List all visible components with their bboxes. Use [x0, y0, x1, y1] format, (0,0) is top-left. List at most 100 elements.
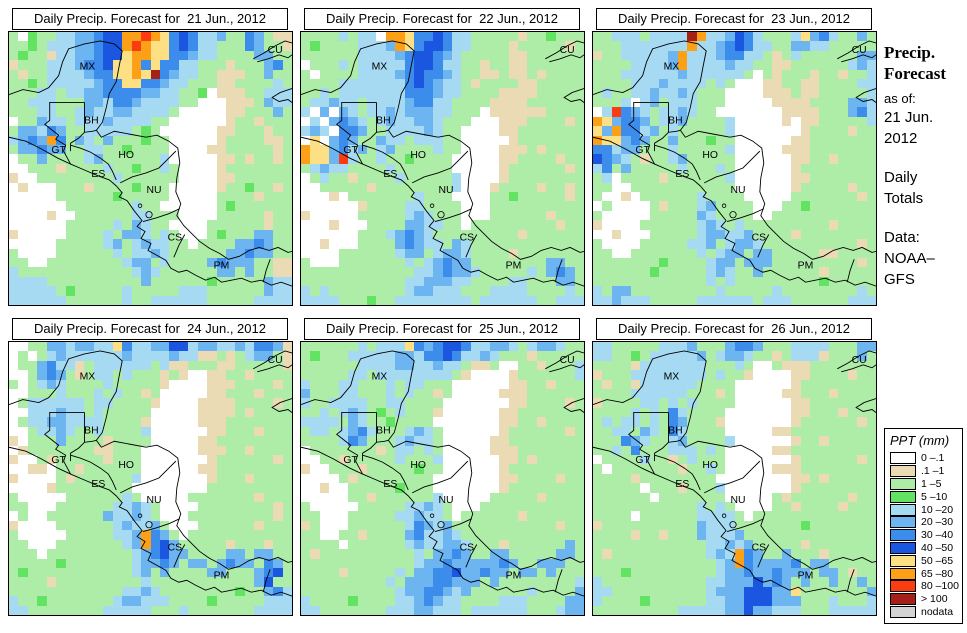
country-label: BH: [84, 115, 98, 126]
legend-swatch: [890, 541, 916, 554]
country-label: NU: [146, 495, 161, 506]
legend-entry: nodata: [890, 605, 958, 619]
legend-entry: > 100: [890, 593, 958, 606]
panel-title: Daily Precip. Forecast for 23 Jun., 2012: [596, 8, 872, 30]
country-label: CU: [560, 45, 575, 56]
sidebar-title: Precip. Forecast: [884, 42, 966, 84]
legend-entry: 50 –65: [890, 554, 958, 567]
country-label: PM: [214, 570, 230, 581]
lake-outline: [437, 521, 445, 529]
lake-outline: [729, 211, 737, 219]
legend-swatch: [890, 503, 916, 516]
sidebar-title-line2: Forecast: [884, 64, 946, 83]
country-label: GT: [343, 455, 358, 466]
country-label: PM: [506, 570, 522, 581]
panel-title: Daily Precip. Forecast for 25 Jun., 2012: [304, 318, 580, 340]
country-label: ES: [383, 169, 397, 180]
country-label: PM: [214, 260, 230, 271]
precip-map: MX CU BH GT HO ES NU CS PM: [8, 31, 293, 306]
legend-entry: 80 –100: [890, 580, 959, 593]
country-label: HO: [410, 150, 426, 161]
lake-outline: [429, 513, 435, 518]
legend-label: 1 –5: [921, 477, 942, 490]
legend-swatch: [890, 605, 916, 618]
panel-title: Daily Precip. Forecast for 21 Jun., 2012: [12, 8, 288, 30]
country-label: GT: [343, 145, 358, 156]
country-label: GT: [51, 455, 66, 466]
country-label: MX: [664, 62, 680, 73]
data-source-line2: GFS: [884, 271, 915, 288]
legend-title: PPT (mm): [890, 433, 950, 448]
country-label: NU: [146, 185, 161, 196]
legend-label: 65 –80: [921, 567, 954, 580]
country-borders-overlay: MX CU BH GT HO ES NU CS PM: [301, 342, 584, 615]
country-label: BH: [668, 115, 682, 126]
panel-title: Daily Precip. Forecast for 24 Jun., 2012: [12, 318, 288, 340]
legend-entry: 30 –40: [890, 529, 958, 542]
legend-label: > 100: [921, 593, 948, 606]
country-label: MX: [664, 372, 680, 383]
sidebar-title-line1: Precip.: [884, 43, 936, 62]
country-label: MX: [372, 372, 388, 383]
country-borders-overlay: MX CU BH GT HO ES NU CS PM: [301, 32, 584, 305]
legend-swatch: [890, 452, 916, 465]
lake-outline: [137, 513, 143, 518]
country-label: BH: [376, 115, 390, 126]
country-label: MX: [80, 62, 96, 73]
legend-label: 80 –100: [921, 580, 959, 593]
legend-label: 10 –20: [921, 503, 954, 516]
country-label: CS: [460, 232, 475, 243]
legend-label: nodata: [921, 605, 954, 618]
totals-line2: Totals: [884, 190, 924, 207]
country-label: PM: [798, 570, 814, 581]
legend-swatch: [890, 490, 916, 503]
legend-swatch: [890, 516, 916, 529]
country-borders-overlay: MX CU BH GT HO ES NU CS PM: [9, 32, 292, 305]
country-label: BH: [668, 425, 682, 436]
legend-entry: 65 –80: [890, 567, 958, 580]
legend-swatch: [890, 567, 916, 580]
precip-map: MX CU BH GT HO ES NU CS PM: [300, 31, 585, 306]
country-label: GT: [635, 455, 650, 466]
country-label: ES: [675, 169, 689, 180]
legend-entries: 0 –.1.1 –1 1 –5 5 –10 10 –20 20 –30 30 –40 40 …: [890, 452, 959, 619]
country-label: CS: [168, 542, 183, 553]
country-label: ES: [675, 479, 689, 490]
country-label: BH: [84, 425, 98, 436]
as-of-date-line2: 2012: [884, 130, 918, 147]
country-label: NU: [730, 495, 745, 506]
legend-entry: 5 –10: [890, 490, 958, 503]
country-label: HO: [118, 150, 134, 161]
lake-outline: [137, 203, 143, 208]
country-label: HO: [702, 460, 718, 471]
country-label: CU: [852, 45, 867, 56]
country-label: NU: [730, 185, 745, 196]
legend-label: 0 –.1: [921, 452, 945, 465]
country-label: BH: [376, 425, 390, 436]
country-label: HO: [702, 150, 718, 161]
legend-label: 50 –65: [921, 554, 954, 567]
legend-label: .1 –1: [921, 465, 945, 478]
legend-swatch: [890, 593, 916, 606]
country-label: MX: [372, 62, 388, 73]
precip-map: MX CU BH GT HO ES NU CS PM: [300, 341, 585, 616]
legend-entry: 40 –50: [890, 541, 958, 555]
country-label: CU: [852, 355, 867, 366]
totals-block: Daily Totals: [884, 167, 966, 209]
country-label: CU: [560, 355, 575, 366]
country-label: GT: [635, 145, 650, 156]
country-label: NU: [438, 495, 453, 506]
precip-grid: [9, 32, 292, 305]
lake-outline: [721, 203, 727, 208]
precip-map: MX CU BH GT HO ES NU CS PM: [592, 341, 877, 616]
country-borders-overlay: MX CU BH GT HO ES NU CS PM: [593, 32, 876, 305]
country-label: CS: [752, 232, 767, 243]
country-label: MX: [80, 372, 96, 383]
country-label: ES: [91, 169, 105, 180]
country-label: CS: [168, 232, 183, 243]
precip-map: MX CU BH GT HO ES NU CS PM: [592, 31, 877, 306]
country-label: HO: [118, 460, 134, 471]
country-label: NU: [438, 185, 453, 196]
country-label: CU: [268, 355, 283, 366]
legend-entry: .1 –1: [890, 465, 958, 478]
